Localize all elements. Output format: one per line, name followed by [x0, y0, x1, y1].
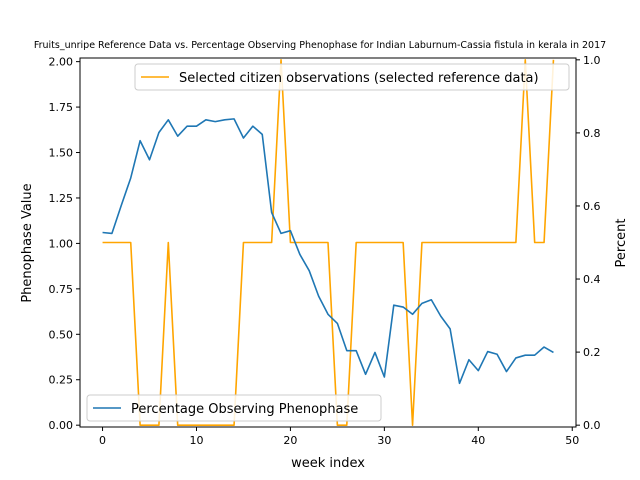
plot-lines [102, 59, 555, 426]
plot-area-border [79, 57, 577, 428]
x-tick-label: 40 [471, 434, 485, 447]
right-y-tick-label: 0.8 [583, 127, 601, 140]
legend-upper-right-frame [134, 63, 570, 91]
x-tick-label: 30 [377, 434, 391, 447]
right-y-tick-label: 1.0 [583, 54, 601, 67]
series-line-percentage-observing [102, 118, 554, 385]
x-tick-label: 20 [283, 434, 297, 447]
left-y-tick-label: 1.25 [49, 192, 74, 205]
left-y-axis-label: Phenophase Value [20, 183, 35, 302]
series-line-reference-data [102, 59, 555, 426]
left-y-tick-label: 1.00 [49, 237, 74, 250]
left-y-tick-label: 0.00 [49, 419, 74, 432]
x-tick-label: 50 [565, 434, 579, 447]
right-y-tick-label: 0.0 [583, 419, 601, 432]
legend-upper-right: Selected citizen observations (selected … [134, 63, 570, 91]
x-tick-label: 10 [189, 434, 203, 447]
left-y-tick-label: 0.75 [49, 283, 74, 296]
left-y-tick-label: 2.00 [49, 56, 74, 69]
left-y-tick-label: 0.25 [49, 374, 74, 387]
legend-lower-left: Percentage Observing Phenophase [86, 394, 382, 422]
left-y-tick-label: 1.50 [49, 147, 74, 160]
right-y-tick-label: 0.4 [583, 273, 601, 286]
right-y-axis-ticks: 0.0 0.2 0.4 0.6 0.8 1.0 [576, 54, 601, 432]
legend-label-percentage-observing: Percentage Observing Phenophase [131, 402, 358, 417]
right-y-axis-label: Percent [614, 219, 629, 268]
axes-frame [79, 57, 577, 428]
legend-lower-left-frame [86, 394, 382, 422]
left-y-tick-label: 0.50 [49, 328, 74, 341]
x-axis-ticks: 0 10 20 30 40 50 [99, 427, 579, 447]
left-y-axis-ticks: 0.00 0.25 0.50 0.75 1.00 1.25 1.50 1.75 2.00 [49, 56, 80, 432]
legend-label-reference-data: Selected citizen observations (selected … [179, 71, 539, 86]
left-y-tick-label: 1.75 [49, 101, 74, 114]
right-y-tick-label: 0.2 [583, 346, 601, 359]
x-tick-label: 0 [99, 434, 106, 447]
x-axis-label: week index [291, 456, 365, 471]
right-y-tick-label: 0.6 [583, 200, 601, 213]
chart-title: Fruits_unripe Reference Data vs. Percent… [34, 40, 606, 51]
